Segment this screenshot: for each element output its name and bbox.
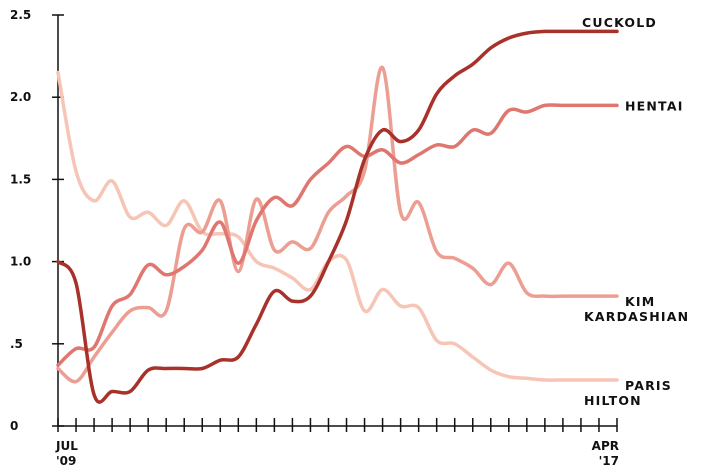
x-tick-label-year: '17 [599,454,619,468]
series-line-kim-kardashian [56,65,619,384]
series-label-paris-hilton: PARIS [625,378,672,393]
chart-axes: 0 .5 1.0 1.5 2.0 2.5 JUL'09 APR'17 [10,8,619,468]
series-line-paris-hilton [56,70,619,382]
y-tick-label: 1.0 [10,255,31,269]
series-lines [56,29,619,404]
x-tick-label: JUL [55,439,78,453]
y-tick-label: 2.0 [10,90,31,104]
y-tick-label: .5 [10,337,23,351]
series-label-kim-kardashian: KIM [625,294,655,309]
series-label-hentai: HENTAI [625,98,684,113]
series-line-cuckold [56,29,619,404]
x-tick-label: APR [592,439,619,453]
series-label-kim-kardashian: KARDASHIAN [584,309,689,324]
series-label-paris-hilton: HILTON [584,393,642,408]
y-tick-label: 0 [10,419,18,433]
y-tick-label: 1.5 [10,172,31,186]
y-axis-ticks: 0 .5 1.0 1.5 2.0 2.5 [10,8,64,433]
series-line-hentai [56,103,619,367]
y-tick-label: 2.5 [10,8,31,22]
series-label-cuckold: CUCKOLD [582,15,657,30]
x-tick-label-year: '09 [56,454,76,468]
x-axis-ticks: JUL'09 APR'17 [55,418,619,468]
